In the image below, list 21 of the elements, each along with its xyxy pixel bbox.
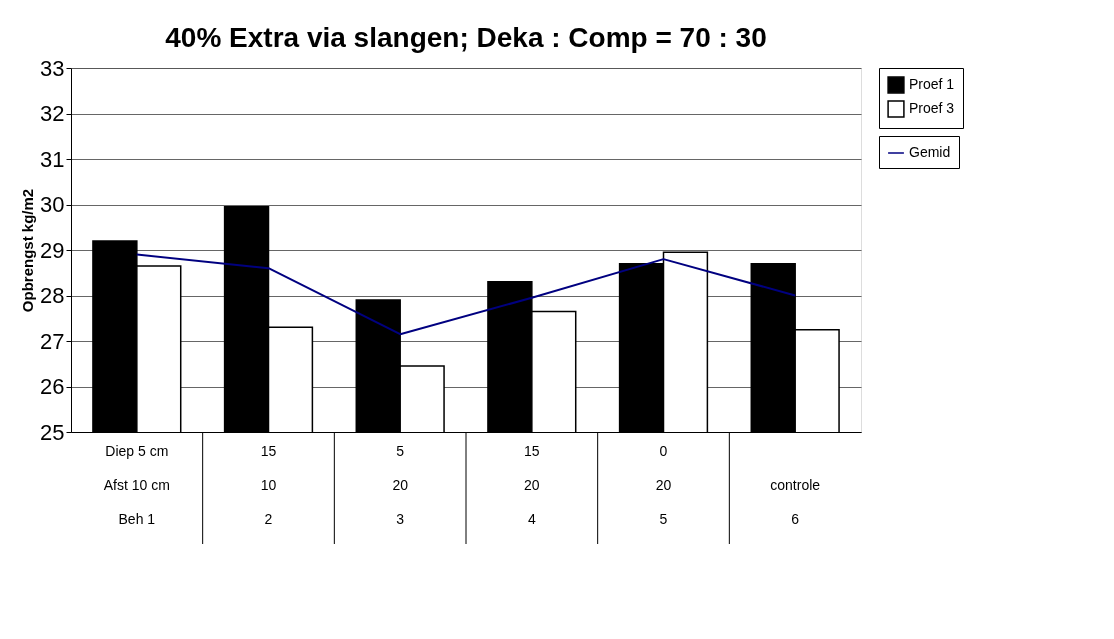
- legend-label: Proef 3: [909, 100, 955, 116]
- category-label: 15 10 2: [260, 442, 277, 527]
- category-label: Diep 5 cm Afst 10 cm Beh 1: [103, 442, 170, 527]
- category-label: 5 20 3: [392, 442, 408, 527]
- y-tick-label: 27: [40, 328, 65, 354]
- chart-title: 40% Extra via slangen; Deka : Comp = 70 : 30: [165, 22, 767, 53]
- category-label: controle 6: [770, 476, 821, 527]
- category-label: 0 20 5: [655, 442, 672, 527]
- y-tick-label: 32: [40, 101, 65, 126]
- y-tick-label: 25: [40, 419, 65, 445]
- y-tick-label: 29: [40, 237, 65, 263]
- y-tick-label: 26: [40, 374, 65, 399]
- y-tick-label: 30: [40, 192, 65, 217]
- legend-label: Gemid: [909, 144, 951, 160]
- legend-label: Proef 1: [909, 76, 955, 92]
- y-axis-title: Opbrengst kg/m2: [19, 188, 37, 313]
- category-label: 15 20 4: [524, 442, 540, 527]
- y-tick-label: 33: [40, 55, 65, 81]
- y-tick-label: 31: [40, 146, 65, 172]
- y-tick-label: 28: [40, 283, 65, 308]
- line-series: [135, 253, 797, 336]
